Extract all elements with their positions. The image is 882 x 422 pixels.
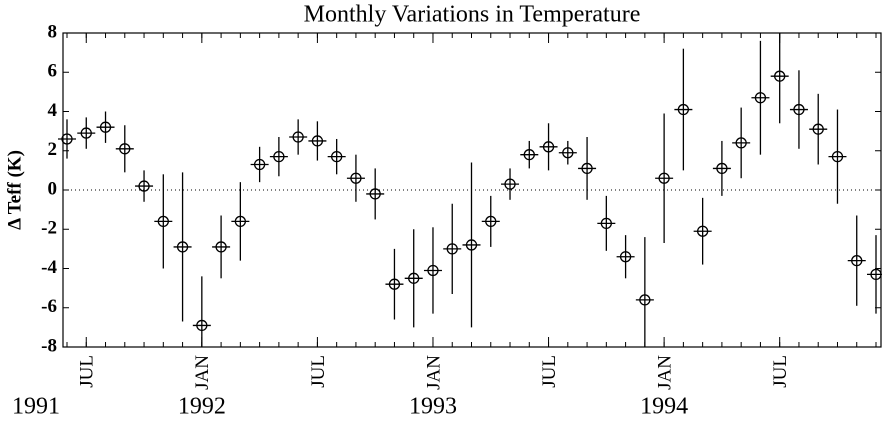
y-tick-label: -8	[41, 335, 57, 356]
data-point	[176, 241, 189, 253]
data-point	[754, 92, 767, 104]
data-point	[253, 158, 266, 171]
data-point	[80, 127, 92, 139]
x-tick-label: JAN	[192, 355, 213, 390]
x-tick-label: JUL	[308, 355, 329, 388]
data-point	[446, 243, 458, 255]
chart-title: Monthly Variations in Temperature	[304, 2, 641, 28]
y-tick-label: -4	[41, 257, 57, 278]
data-point	[292, 131, 304, 143]
data-point	[465, 239, 478, 251]
data-point	[157, 215, 169, 228]
data-point	[138, 180, 150, 192]
data-point	[234, 215, 247, 228]
data-point	[716, 162, 728, 175]
data-point	[812, 123, 824, 135]
x-tick-label: JUL	[539, 355, 560, 388]
data-point	[99, 121, 112, 133]
data-point	[273, 150, 285, 163]
x-tick-label: JAN	[423, 355, 444, 390]
y-tick-label: 8	[48, 21, 58, 42]
y-tick-label: 0	[48, 178, 58, 199]
x-tick-label: JUL	[77, 355, 98, 388]
data-point	[562, 147, 574, 159]
data-point	[388, 278, 401, 290]
data-point	[851, 254, 863, 267]
data-point	[600, 217, 612, 230]
year-label: 1992	[178, 394, 226, 420]
data-point	[658, 172, 670, 184]
data-point	[215, 241, 227, 253]
data-point	[831, 150, 844, 163]
data-point	[581, 162, 593, 175]
data-point	[369, 188, 381, 200]
data-point	[793, 103, 805, 116]
data-point	[311, 135, 324, 147]
y-axis-label: Δ Teff (K)	[4, 150, 25, 230]
x-tick-label: JAN	[654, 355, 675, 390]
data-point	[639, 294, 651, 306]
x-tick-label: JUL	[770, 355, 791, 388]
data-point	[523, 149, 535, 161]
data-point	[485, 215, 497, 228]
y-tick-label: -2	[41, 218, 57, 239]
y-tick-label: -6	[41, 296, 57, 317]
y-tick-label: 4	[48, 100, 58, 121]
data-point	[735, 137, 747, 149]
data-point	[870, 268, 882, 281]
data-point	[677, 103, 690, 116]
data-point	[619, 251, 632, 263]
data-point	[696, 225, 709, 237]
data-point	[774, 70, 786, 82]
data-point	[408, 272, 420, 284]
year-label: 1994	[640, 394, 688, 420]
y-tick-label: 2	[48, 139, 58, 160]
data-point	[350, 172, 362, 184]
data-point	[61, 133, 73, 145]
data-point	[542, 141, 555, 153]
year-label: 1993	[409, 394, 457, 420]
data-point	[427, 264, 439, 277]
data-point	[331, 150, 343, 163]
data-point	[119, 143, 131, 155]
y-tick-label: 6	[48, 61, 58, 82]
data-point	[504, 178, 516, 190]
data-point	[196, 319, 208, 332]
year-label: 1991	[12, 394, 60, 420]
